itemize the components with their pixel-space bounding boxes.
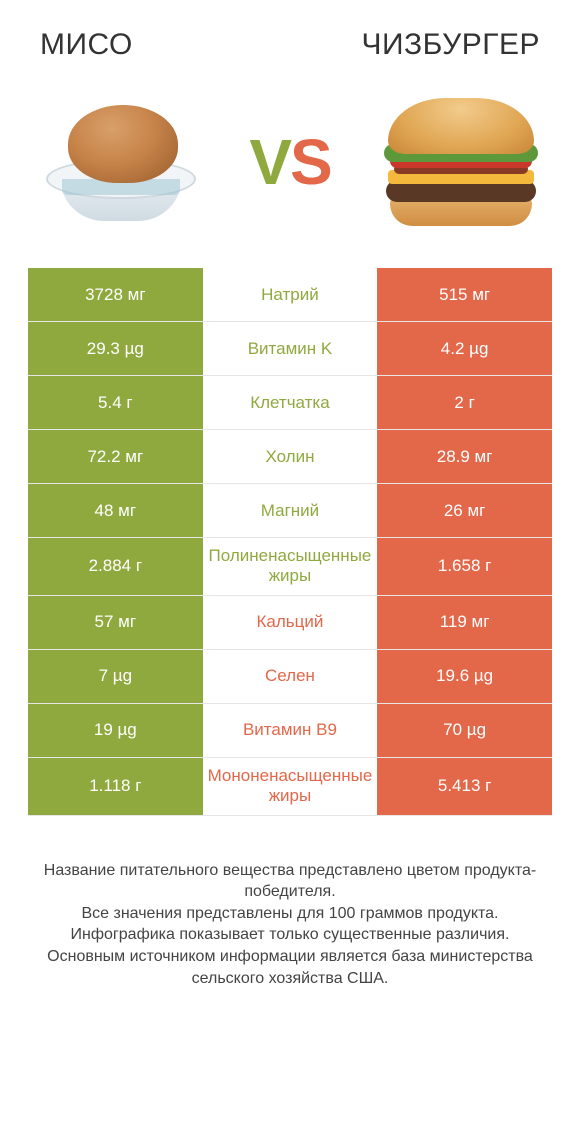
images-row: VS <box>0 72 580 268</box>
table-row: 1.118 гМононенасыщенные жиры5.413 г <box>28 758 552 816</box>
right-value: 5.413 г <box>377 758 552 815</box>
footnote: Название питательного вещества представл… <box>0 816 580 990</box>
left-value: 29.3 µg <box>28 322 203 375</box>
left-value: 5.4 г <box>28 376 203 429</box>
table-row: 57 мгКальций119 мг <box>28 596 552 650</box>
nutrient-label: Витамин K <box>203 322 378 375</box>
miso-bowl-illustration <box>40 97 200 227</box>
left-value: 2.884 г <box>28 538 203 595</box>
nutrient-label: Полиненасыщенные жиры <box>203 538 378 595</box>
right-value: 70 µg <box>377 704 552 757</box>
nutrient-label: Натрий <box>203 268 378 321</box>
left-value: 19 µg <box>28 704 203 757</box>
nutrient-label: Магний <box>203 484 378 537</box>
miso-image <box>30 92 210 232</box>
right-value: 26 мг <box>377 484 552 537</box>
table-row: 19 µgВитамин B970 µg <box>28 704 552 758</box>
left-value: 57 мг <box>28 596 203 649</box>
left-value: 72.2 мг <box>28 430 203 483</box>
table-row: 2.884 гПолиненасыщенные жиры1.658 г <box>28 538 552 596</box>
right-value: 2 г <box>377 376 552 429</box>
table-row: 48 мгМагний26 мг <box>28 484 552 538</box>
footnote-line: Основным источником информации является … <box>28 946 552 989</box>
vs-letter-v: V <box>249 126 290 198</box>
nutrient-label: Кальций <box>203 596 378 649</box>
nutrient-label: Витамин B9 <box>203 704 378 757</box>
footnote-line: Название питательного вещества представл… <box>28 860 552 903</box>
right-value: 19.6 µg <box>377 650 552 703</box>
burger-illustration <box>370 92 550 232</box>
table-row: 7 µgСелен19.6 µg <box>28 650 552 704</box>
left-value: 48 мг <box>28 484 203 537</box>
nutrient-label: Холин <box>203 430 378 483</box>
table-row: 72.2 мгХолин28.9 мг <box>28 430 552 484</box>
nutrient-label: Мононенасыщенные жиры <box>203 758 378 815</box>
footnote-line: Все значения представлены для 100 граммо… <box>28 903 552 925</box>
vs-label: VS <box>249 125 330 199</box>
table-row: 3728 мгНатрий515 мг <box>28 268 552 322</box>
nutrient-label: Селен <box>203 650 378 703</box>
left-value: 3728 мг <box>28 268 203 321</box>
left-value: 7 µg <box>28 650 203 703</box>
right-value: 515 мг <box>377 268 552 321</box>
cheeseburger-image <box>370 92 550 232</box>
right-value: 119 мг <box>377 596 552 649</box>
table-row: 5.4 гКлетчатка2 г <box>28 376 552 430</box>
right-value: 4.2 µg <box>377 322 552 375</box>
right-value: 1.658 г <box>377 538 552 595</box>
comparison-table: 3728 мгНатрий515 мг29.3 µgВитамин K4.2 µ… <box>0 268 580 816</box>
table-row: 29.3 µgВитамин K4.2 µg <box>28 322 552 376</box>
right-product-title: ЧИЗБУРГЕР <box>361 28 540 62</box>
footnote-line: Инфографика показывает только существенн… <box>28 924 552 946</box>
vs-letter-s: S <box>290 126 331 198</box>
header-row: МИСО ЧИЗБУРГЕР <box>0 0 580 72</box>
left-value: 1.118 г <box>28 758 203 815</box>
nutrient-label: Клетчатка <box>203 376 378 429</box>
left-product-title: МИСО <box>40 28 133 62</box>
right-value: 28.9 мг <box>377 430 552 483</box>
